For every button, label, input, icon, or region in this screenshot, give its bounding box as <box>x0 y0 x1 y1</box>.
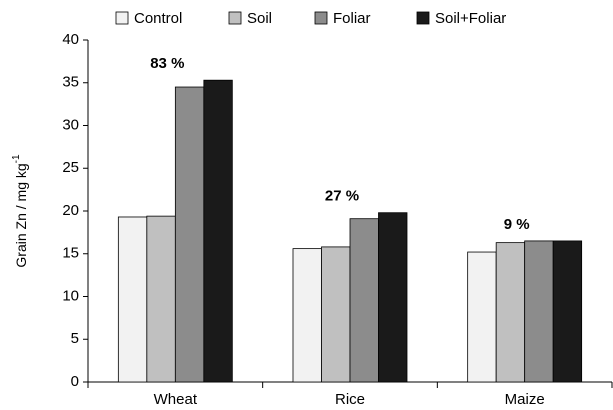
y-tick-label: 15 <box>62 245 79 262</box>
bar <box>524 240 554 383</box>
legend-swatch <box>115 11 129 25</box>
legend-label: Control <box>134 10 182 27</box>
legend-label: Foliar <box>333 10 371 27</box>
x-tick-label: Wheat <box>154 391 198 408</box>
bar <box>495 242 526 383</box>
y-tick-label: 35 <box>62 74 79 91</box>
bar <box>203 79 233 383</box>
annotation: 83 % <box>150 55 184 72</box>
x-tick-label: Maize <box>505 391 545 408</box>
legend-swatch <box>314 11 328 25</box>
bar <box>349 218 379 383</box>
bar <box>292 248 322 383</box>
y-axis-label: Grain Zn / mg kg-1 <box>11 154 29 268</box>
annotation: 9 % <box>504 216 530 233</box>
y-label-sup: -1 <box>11 154 22 163</box>
legend-swatch <box>228 11 242 25</box>
y-tick-label: 0 <box>71 373 79 390</box>
legend-swatch <box>416 11 430 25</box>
y-tick-label: 5 <box>71 330 79 347</box>
annotation: 27 % <box>325 188 359 205</box>
y-tick-label: 25 <box>62 159 79 176</box>
y-tick-label: 30 <box>62 116 79 133</box>
y-tick-label: 40 <box>62 31 79 48</box>
x-tick-label: Rice <box>335 391 365 408</box>
bar <box>467 251 497 383</box>
bar <box>378 212 408 383</box>
y-label-main: Grain Zn / mg kg <box>13 163 29 267</box>
bar <box>321 246 351 383</box>
y-tick-label: 10 <box>62 287 79 304</box>
legend-label: Soil+Foliar <box>435 10 506 27</box>
y-tick-label: 20 <box>62 202 79 219</box>
bar <box>146 215 176 383</box>
bar <box>174 86 205 383</box>
bar <box>117 216 148 383</box>
bar <box>552 240 583 383</box>
legend-label: Soil <box>247 10 272 27</box>
